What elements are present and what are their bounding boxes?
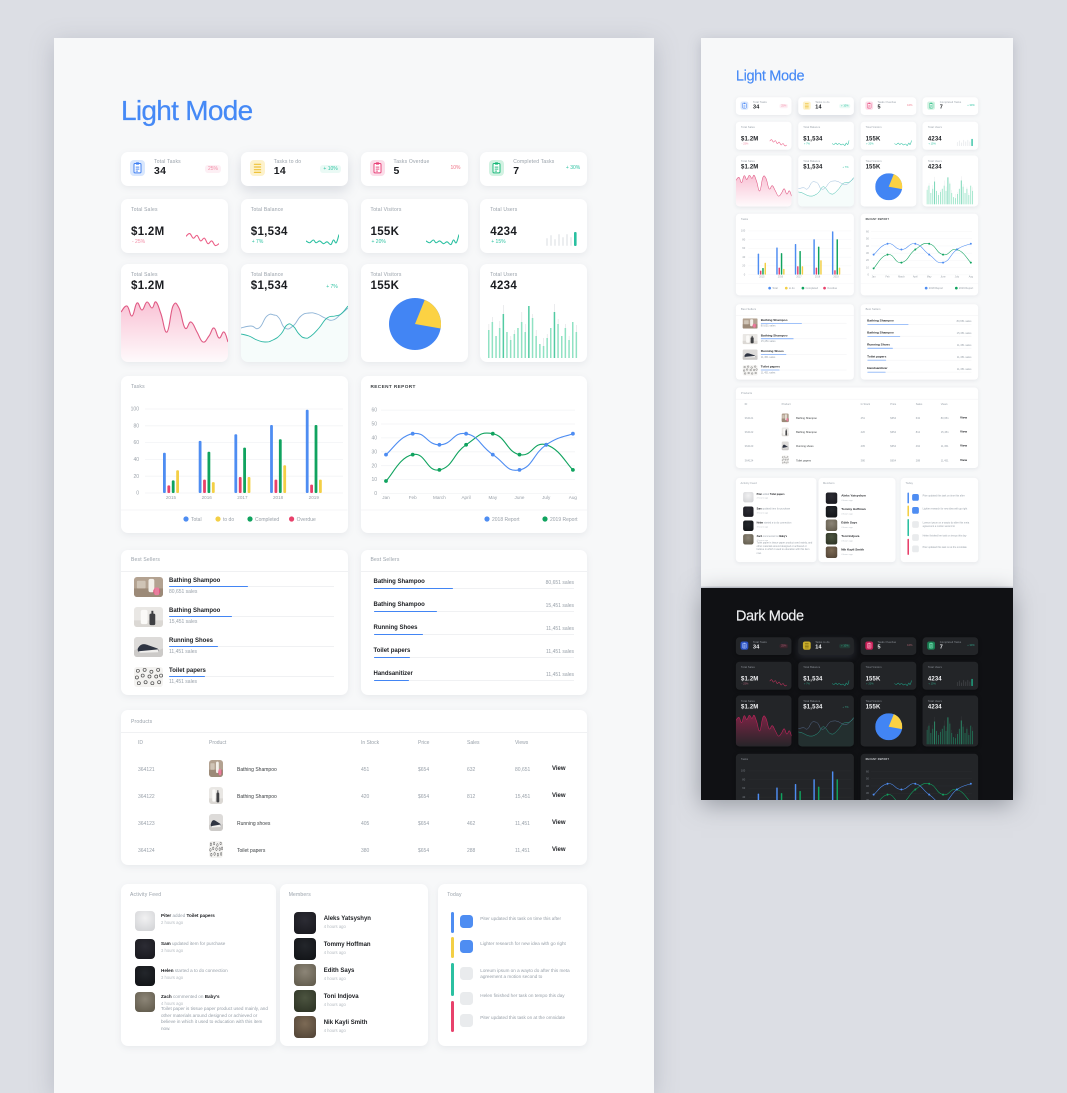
svg-text:20: 20 xyxy=(371,463,377,469)
svg-text:July: July xyxy=(955,276,960,279)
svg-text:40: 40 xyxy=(742,795,745,799)
svg-text:2019: 2019 xyxy=(309,495,320,500)
svg-text:Overdue: Overdue xyxy=(297,517,316,523)
svg-text:2016: 2016 xyxy=(778,276,784,279)
svg-text:2019: 2019 xyxy=(833,276,839,279)
svg-text:2019 Report: 2019 Report xyxy=(550,517,578,523)
svg-text:60: 60 xyxy=(866,769,869,773)
svg-text:40: 40 xyxy=(742,255,745,259)
svg-text:Overdue: Overdue xyxy=(827,286,838,290)
svg-text:60: 60 xyxy=(371,408,377,414)
svg-text:60: 60 xyxy=(866,229,869,233)
svg-text:Feb: Feb xyxy=(885,276,890,279)
svg-text:Total: Total xyxy=(772,286,778,290)
svg-text:40: 40 xyxy=(866,244,869,248)
svg-text:40: 40 xyxy=(371,436,377,442)
svg-text:100: 100 xyxy=(741,229,746,233)
svg-text:2018: 2018 xyxy=(273,495,284,500)
svg-text:60: 60 xyxy=(133,440,139,446)
svg-text:2015: 2015 xyxy=(759,276,765,279)
svg-text:80: 80 xyxy=(133,423,139,429)
svg-text:2015: 2015 xyxy=(166,495,177,500)
svg-text:Jan: Jan xyxy=(871,276,876,279)
svg-text:Completed: Completed xyxy=(806,286,819,290)
svg-text:10: 10 xyxy=(866,265,869,269)
svg-text:0: 0 xyxy=(867,273,869,277)
svg-text:40: 40 xyxy=(133,457,139,463)
svg-text:40: 40 xyxy=(866,784,869,788)
svg-text:60: 60 xyxy=(742,786,745,790)
svg-text:0: 0 xyxy=(744,272,746,276)
svg-text:Completed: Completed xyxy=(255,517,279,523)
svg-text:to do: to do xyxy=(789,286,795,290)
svg-text:May: May xyxy=(927,276,932,279)
svg-text:20: 20 xyxy=(133,474,139,480)
svg-text:0: 0 xyxy=(374,491,377,497)
svg-text:0: 0 xyxy=(136,491,139,497)
svg-text:Aug: Aug xyxy=(968,276,973,279)
svg-text:2017: 2017 xyxy=(237,495,248,500)
svg-text:April: April xyxy=(913,276,918,279)
svg-text:Jan: Jan xyxy=(382,495,390,500)
svg-text:80: 80 xyxy=(742,777,745,781)
svg-text:10: 10 xyxy=(371,477,377,483)
svg-text:May: May xyxy=(488,495,497,500)
svg-text:2017: 2017 xyxy=(796,276,802,279)
svg-text:30: 30 xyxy=(371,449,377,455)
svg-text:50: 50 xyxy=(866,777,869,781)
svg-text:Feb: Feb xyxy=(408,495,416,500)
svg-text:2016: 2016 xyxy=(202,495,213,500)
svg-text:2019 Report: 2019 Report xyxy=(959,286,974,290)
svg-text:2018 Report: 2018 Report xyxy=(492,517,520,523)
svg-text:April: April xyxy=(461,495,470,500)
svg-text:60: 60 xyxy=(742,246,745,250)
svg-text:80: 80 xyxy=(742,237,745,241)
svg-text:Total: Total xyxy=(191,517,202,523)
svg-text:2018 Report: 2018 Report xyxy=(929,286,944,290)
svg-text:20: 20 xyxy=(866,258,869,262)
svg-text:Aug: Aug xyxy=(568,495,577,500)
svg-text:July: July xyxy=(542,495,551,500)
svg-text:50: 50 xyxy=(866,237,869,241)
svg-text:2018: 2018 xyxy=(815,276,821,279)
svg-text:50: 50 xyxy=(371,422,377,428)
svg-text:30: 30 xyxy=(866,251,869,255)
svg-text:March: March xyxy=(433,495,446,500)
svg-text:to do: to do xyxy=(223,517,234,523)
svg-text:June: June xyxy=(514,495,524,500)
svg-text:June: June xyxy=(940,276,946,279)
svg-text:30: 30 xyxy=(866,791,869,795)
svg-text:20: 20 xyxy=(742,264,745,268)
svg-text:100: 100 xyxy=(131,407,140,413)
svg-text:100: 100 xyxy=(741,769,746,773)
svg-text:March: March xyxy=(898,276,905,279)
